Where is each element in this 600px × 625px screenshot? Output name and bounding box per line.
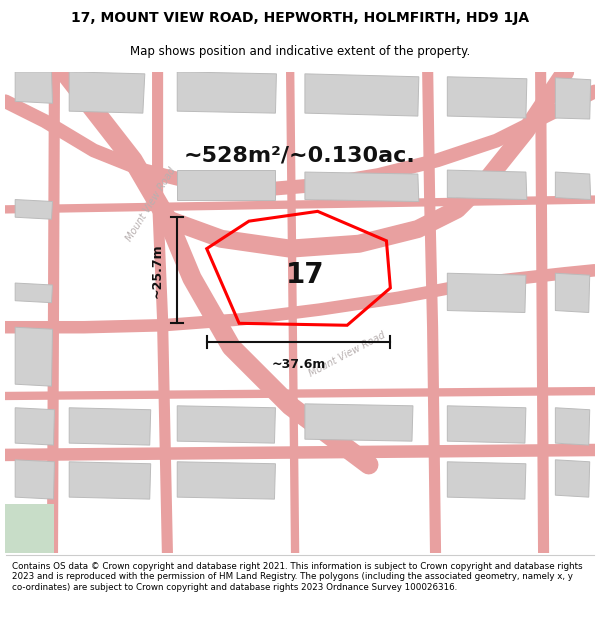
Polygon shape: [305, 172, 419, 201]
Text: Contains OS data © Crown copyright and database right 2021. This information is : Contains OS data © Crown copyright and d…: [12, 562, 583, 591]
Polygon shape: [556, 172, 591, 199]
Polygon shape: [448, 462, 526, 499]
Text: ~528m²/~0.130ac.: ~528m²/~0.130ac.: [184, 146, 416, 166]
Polygon shape: [15, 283, 52, 302]
Polygon shape: [556, 460, 590, 497]
Polygon shape: [69, 72, 145, 113]
Polygon shape: [556, 408, 590, 445]
Polygon shape: [448, 406, 526, 443]
Polygon shape: [305, 404, 413, 441]
Polygon shape: [15, 328, 52, 386]
Polygon shape: [177, 170, 275, 199]
Text: Map shows position and indicative extent of the property.: Map shows position and indicative extent…: [130, 45, 470, 58]
Polygon shape: [177, 406, 275, 443]
Text: ~25.7m: ~25.7m: [151, 243, 164, 298]
Polygon shape: [15, 199, 52, 219]
Text: ~37.6m: ~37.6m: [271, 358, 326, 371]
Polygon shape: [15, 460, 55, 499]
Polygon shape: [69, 408, 151, 445]
Polygon shape: [448, 170, 527, 199]
Text: 17: 17: [286, 261, 324, 289]
Polygon shape: [448, 77, 527, 118]
Polygon shape: [448, 273, 526, 312]
Text: Mount View Road: Mount View Road: [307, 331, 387, 379]
Text: Mount View Road: Mount View Road: [124, 166, 178, 243]
Polygon shape: [15, 408, 55, 445]
Text: 17, MOUNT VIEW ROAD, HEPWORTH, HOLMFIRTH, HD9 1JA: 17, MOUNT VIEW ROAD, HEPWORTH, HOLMFIRTH…: [71, 11, 529, 25]
Polygon shape: [15, 72, 52, 103]
Polygon shape: [177, 462, 275, 499]
Polygon shape: [556, 273, 590, 312]
Polygon shape: [5, 504, 55, 553]
Polygon shape: [69, 462, 151, 499]
Polygon shape: [177, 72, 277, 113]
Polygon shape: [305, 74, 419, 116]
Polygon shape: [556, 78, 591, 119]
